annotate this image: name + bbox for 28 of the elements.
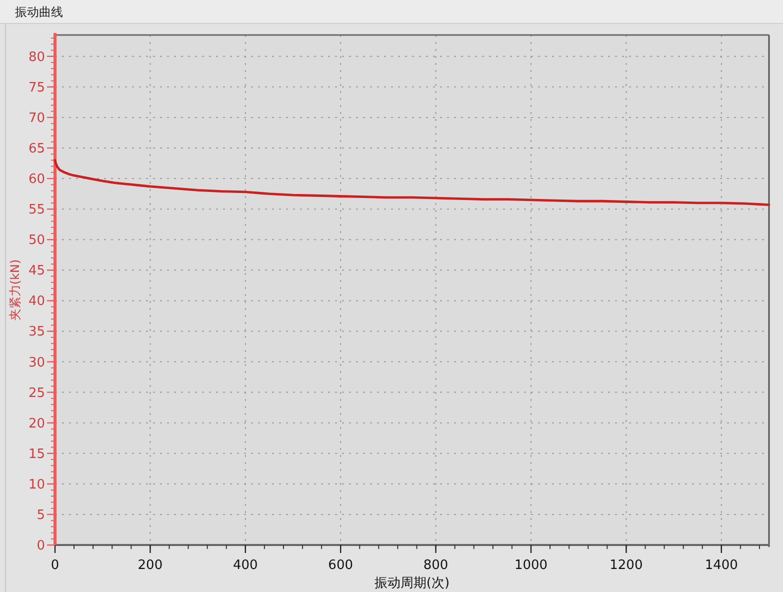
y-tick-label: 15 [28,446,45,462]
y-tick-label: 50 [28,233,45,248]
x-axis-title: 振动周期(次) [374,576,450,591]
y-tick-label: 55 [28,202,45,218]
x-tick-label: 1400 [704,558,738,573]
y-tick-label: 40 [28,294,45,310]
x-tick-label: 1200 [610,558,643,573]
y-tick-label: 0 [36,538,45,554]
y-tick-label: 65 [28,141,45,156]
y-tick-label: 80 [28,50,45,65]
y-tick-label: 25 [28,386,45,401]
x-tick-label: 0 [50,558,60,573]
x-tick-label: 1000 [514,558,548,573]
y-tick-label: 70 [28,110,45,126]
x-tick-label: 200 [138,558,163,573]
y-tick-label: 45 [28,264,45,279]
chart-title: 振动曲线 [15,5,63,19]
y-tick-label: 60 [28,172,45,188]
y-tick-label: 30 [28,355,45,370]
x-tick-label: 600 [328,558,354,573]
y-tick-label: 35 [28,324,45,340]
y-tick-label: 75 [28,80,45,96]
y-tick-label: 5 [36,508,45,523]
x-tick-label: 400 [232,558,258,573]
x-tick-label: 800 [423,558,448,573]
y-tick-label: 10 [28,477,45,492]
y-tick-label: 20 [28,416,45,432]
y-axis-title: 夹紧力(kN) [8,259,22,321]
